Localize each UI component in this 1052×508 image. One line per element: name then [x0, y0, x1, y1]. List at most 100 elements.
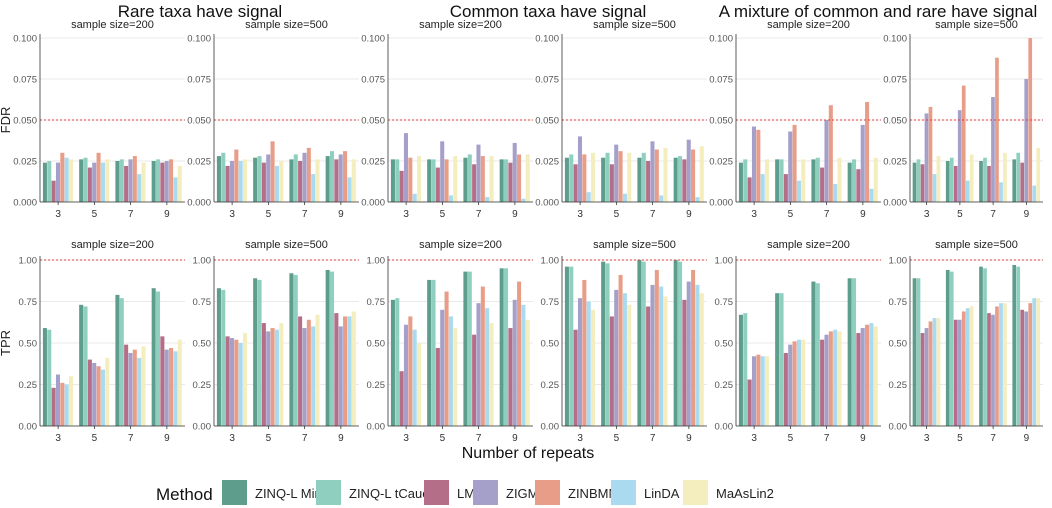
bar	[987, 313, 991, 426]
x-tick-label: 5	[440, 433, 446, 444]
bar	[289, 273, 293, 426]
bar	[574, 330, 578, 426]
bar	[869, 323, 873, 426]
bar	[92, 363, 96, 426]
bar	[413, 194, 417, 202]
bar	[569, 154, 573, 202]
bar	[476, 145, 480, 202]
bar	[481, 287, 485, 426]
y-tick-label: 0.025	[13, 157, 37, 168]
bar	[160, 163, 164, 202]
y-tick-label: 0.25	[889, 380, 908, 391]
legend-swatch	[683, 480, 708, 505]
bar	[659, 195, 663, 202]
x-tick-label: 3	[751, 209, 757, 220]
bar	[43, 163, 47, 202]
bar	[748, 177, 752, 202]
bar	[865, 325, 869, 426]
bar	[56, 375, 60, 426]
bar	[587, 192, 591, 202]
bar	[687, 140, 691, 202]
bar	[243, 159, 247, 202]
y-tick-label: 0.025	[187, 157, 211, 168]
bar	[60, 153, 64, 202]
bar	[765, 356, 769, 426]
bar	[160, 336, 164, 426]
bar	[472, 335, 476, 426]
bar	[508, 163, 512, 202]
bar	[582, 280, 586, 426]
x-tick-label: 3	[577, 209, 583, 220]
bar	[958, 110, 962, 202]
bar	[664, 148, 668, 202]
bar	[343, 151, 347, 202]
bar	[937, 156, 941, 202]
bar	[637, 260, 641, 426]
bar	[226, 336, 230, 426]
bar	[578, 136, 582, 202]
bar	[869, 189, 873, 202]
legend-label: MaAsLin2	[716, 486, 774, 501]
bar	[521, 305, 525, 426]
x-tick-label: 7	[824, 209, 830, 220]
bar	[298, 316, 302, 426]
bar	[485, 197, 489, 202]
bar	[970, 154, 974, 202]
bar	[954, 166, 958, 202]
bar	[298, 161, 302, 202]
legend-swatch	[424, 480, 449, 505]
x-tick-label: 9	[686, 209, 692, 220]
bar	[79, 305, 83, 426]
bar	[169, 159, 173, 202]
y-tick-label: 0.25	[715, 380, 734, 391]
bar	[115, 295, 119, 426]
bar	[294, 154, 298, 202]
bar	[765, 159, 769, 202]
y-tick-label: 0.50	[715, 339, 734, 350]
bar	[865, 102, 869, 202]
bar	[468, 272, 472, 426]
bar	[1003, 153, 1007, 202]
bar	[334, 313, 338, 426]
panel-title: sample size=200	[419, 239, 502, 251]
bar	[152, 161, 156, 202]
bar	[101, 163, 105, 202]
bar	[954, 320, 958, 426]
x-tick-label: 9	[512, 433, 518, 444]
bar	[752, 356, 756, 426]
bar	[490, 156, 494, 202]
bar	[933, 174, 937, 202]
bar	[627, 305, 631, 426]
bar	[1036, 298, 1040, 426]
bar	[417, 156, 421, 202]
figure: Rare taxa have signal Common taxa have si…	[0, 0, 1052, 508]
y-tick-label: 0.25	[367, 380, 386, 391]
bar	[962, 311, 966, 426]
bar	[655, 150, 659, 202]
bar	[925, 113, 929, 202]
bar	[271, 328, 275, 426]
y-tick-label: 0.075	[883, 75, 907, 86]
bar	[761, 356, 765, 426]
bar	[838, 158, 842, 202]
bar	[476, 303, 480, 426]
bar	[1020, 310, 1024, 426]
bar	[646, 161, 650, 202]
y-tick-label: 0.000	[361, 198, 385, 209]
bar	[925, 328, 929, 426]
bar	[316, 315, 320, 426]
bar	[833, 184, 837, 202]
bar	[517, 154, 521, 202]
bar	[991, 315, 995, 426]
y-tick-label: 0.000	[883, 198, 907, 209]
x-tick-label: 3	[924, 433, 930, 444]
bar	[999, 303, 1003, 426]
bar	[436, 168, 440, 202]
bar	[408, 316, 412, 426]
bar	[761, 174, 765, 202]
bar	[311, 174, 315, 202]
bar	[221, 290, 225, 426]
x-tick-label: 7	[824, 433, 830, 444]
x-tick-label: 7	[650, 209, 656, 220]
bar	[97, 153, 101, 202]
